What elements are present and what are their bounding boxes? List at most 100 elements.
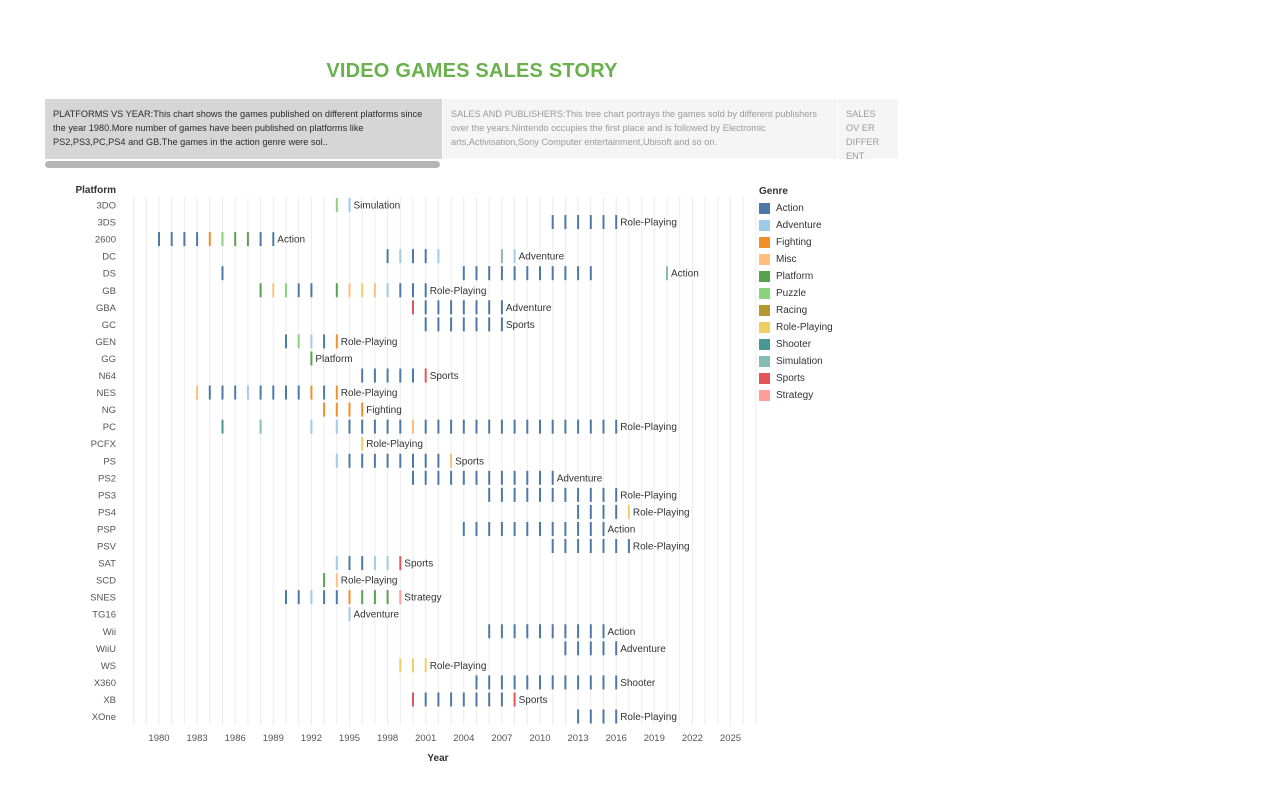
data-mark[interactable]	[386, 590, 389, 605]
data-mark[interactable]	[361, 436, 364, 451]
data-mark[interactable]	[335, 198, 338, 212]
data-mark[interactable]	[158, 232, 160, 247]
legend-item[interactable]: Simulation	[759, 353, 833, 370]
data-mark[interactable]	[564, 487, 567, 502]
data-mark[interactable]	[170, 232, 173, 247]
data-mark[interactable]	[577, 215, 580, 230]
data-mark[interactable]	[526, 419, 529, 434]
data-mark[interactable]	[488, 692, 491, 707]
data-mark[interactable]	[450, 692, 453, 707]
data-mark[interactable]	[564, 266, 567, 281]
data-mark[interactable]	[488, 521, 491, 536]
data-mark[interactable]	[475, 692, 478, 707]
data-mark[interactable]	[272, 232, 275, 247]
data-mark[interactable]	[462, 470, 465, 485]
data-mark[interactable]	[335, 590, 338, 605]
data-mark[interactable]	[513, 692, 516, 707]
data-mark[interactable]	[259, 385, 262, 400]
data-mark[interactable]	[335, 453, 338, 468]
data-mark[interactable]	[450, 453, 453, 468]
data-mark[interactable]	[615, 641, 618, 656]
data-mark[interactable]	[589, 539, 592, 553]
data-mark[interactable]	[577, 487, 580, 502]
data-mark[interactable]	[412, 419, 414, 434]
data-mark[interactable]	[399, 453, 402, 468]
data-mark[interactable]	[462, 692, 465, 707]
data-mark[interactable]	[475, 675, 478, 690]
data-mark[interactable]	[526, 266, 529, 281]
data-mark[interactable]	[589, 641, 592, 656]
data-mark[interactable]	[386, 556, 389, 571]
data-mark[interactable]	[437, 453, 440, 468]
data-mark[interactable]	[361, 368, 364, 383]
data-mark[interactable]	[602, 539, 605, 553]
data-mark[interactable]	[450, 300, 453, 315]
data-mark[interactable]	[373, 453, 376, 468]
data-mark[interactable]	[615, 487, 618, 502]
data-mark[interactable]	[500, 300, 503, 315]
data-mark[interactable]	[412, 692, 414, 707]
data-mark[interactable]	[488, 266, 491, 281]
data-mark[interactable]	[310, 419, 313, 434]
data-mark[interactable]	[424, 419, 427, 434]
data-mark[interactable]	[602, 675, 605, 690]
data-mark[interactable]	[488, 300, 491, 315]
data-mark[interactable]	[615, 539, 618, 553]
data-mark[interactable]	[323, 385, 326, 400]
data-mark[interactable]	[386, 453, 389, 468]
data-mark[interactable]	[437, 692, 440, 707]
data-mark[interactable]	[310, 590, 313, 605]
data-mark[interactable]	[259, 283, 262, 298]
data-mark[interactable]	[450, 419, 453, 434]
data-mark[interactable]	[272, 385, 275, 400]
data-mark[interactable]	[577, 539, 580, 553]
data-mark[interactable]	[602, 709, 605, 724]
data-mark[interactable]	[539, 470, 541, 485]
data-mark[interactable]	[348, 590, 351, 605]
data-mark[interactable]	[335, 283, 338, 298]
data-mark[interactable]	[551, 215, 554, 230]
data-mark[interactable]	[513, 487, 516, 502]
data-mark[interactable]	[462, 419, 465, 434]
data-mark[interactable]	[348, 402, 351, 417]
data-mark[interactable]	[551, 539, 554, 553]
data-mark[interactable]	[500, 470, 503, 485]
data-mark[interactable]	[310, 351, 313, 366]
data-mark[interactable]	[539, 266, 541, 281]
data-mark[interactable]	[196, 385, 199, 400]
legend-item[interactable]: Puzzle	[759, 285, 833, 302]
data-mark[interactable]	[551, 419, 554, 434]
data-mark[interactable]	[500, 266, 503, 281]
data-mark[interactable]	[500, 249, 503, 264]
data-mark[interactable]	[437, 419, 440, 434]
data-mark[interactable]	[399, 368, 402, 383]
data-mark[interactable]	[513, 419, 516, 434]
data-mark[interactable]	[437, 249, 440, 264]
legend-item[interactable]: Sports	[759, 370, 833, 387]
data-mark[interactable]	[412, 368, 414, 383]
data-mark[interactable]	[424, 283, 427, 298]
data-mark[interactable]	[437, 470, 440, 485]
data-mark[interactable]	[513, 470, 516, 485]
data-mark[interactable]	[589, 709, 592, 724]
data-mark[interactable]	[577, 641, 580, 656]
data-mark[interactable]	[500, 317, 503, 332]
data-mark[interactable]	[615, 504, 618, 519]
data-mark[interactable]	[488, 487, 491, 502]
data-mark[interactable]	[564, 539, 567, 553]
data-mark[interactable]	[589, 675, 592, 690]
data-mark[interactable]	[526, 624, 529, 639]
data-mark[interactable]	[399, 658, 402, 673]
data-mark[interactable]	[386, 249, 389, 264]
data-mark[interactable]	[424, 249, 427, 264]
data-mark[interactable]	[577, 675, 580, 690]
legend-item[interactable]: Fighting	[759, 234, 833, 251]
data-mark[interactable]	[615, 215, 618, 230]
data-mark[interactable]	[373, 368, 376, 383]
data-mark[interactable]	[513, 624, 516, 639]
data-mark[interactable]	[437, 300, 440, 315]
data-mark[interactable]	[513, 521, 516, 536]
story-point-platforms-vs-year[interactable]: PLATFORMS VS YEAR:This chart shows the g…	[45, 99, 442, 159]
data-mark[interactable]	[424, 470, 427, 485]
story-point-sales-over-genres[interactable]: SALES OV ER DIFFER ENT GEN..	[838, 99, 898, 159]
